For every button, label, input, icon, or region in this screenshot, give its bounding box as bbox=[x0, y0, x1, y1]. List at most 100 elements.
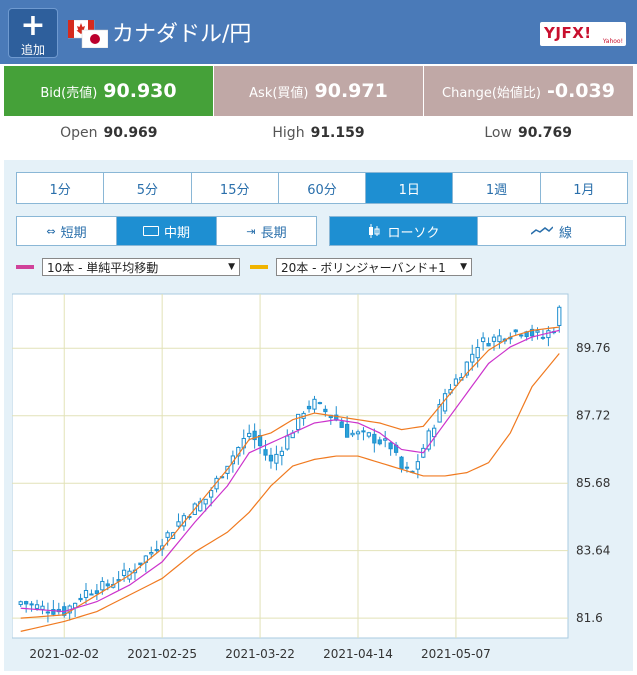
candle-up bbox=[557, 306, 562, 326]
candle-up bbox=[546, 330, 551, 339]
high-label: High bbox=[272, 125, 305, 141]
term-short-label: 短期 bbox=[60, 225, 87, 241]
expand-long-icon: ⇥ bbox=[246, 224, 256, 238]
candle-up bbox=[29, 603, 34, 606]
low-stat: Low 90.769 bbox=[423, 116, 633, 150]
candle-down bbox=[486, 343, 491, 347]
indicator-2-select[interactable]: 20本 - ボリンジャーバンド+1 ▼ bbox=[276, 258, 472, 276]
ask-label: Ask(買値) bbox=[249, 85, 309, 101]
candle-down bbox=[306, 405, 312, 410]
expand-short-icon: ⇔ bbox=[46, 224, 56, 238]
candle-up bbox=[100, 580, 105, 591]
tab-1day[interactable]: 1日 bbox=[366, 173, 454, 203]
candle-down bbox=[89, 593, 94, 596]
candle-up bbox=[176, 521, 181, 527]
bid-value: 90.930 bbox=[103, 80, 177, 102]
tab-1min[interactable]: 1分 bbox=[17, 173, 105, 203]
header-bar: + 追加 カナダドル/円 YJFX! Yahoo! bbox=[0, 0, 637, 64]
tab-15min[interactable]: 15分 bbox=[192, 173, 279, 203]
candle-up bbox=[247, 432, 252, 438]
y-tick-label: 89.76 bbox=[576, 341, 610, 355]
ask-value: 90.971 bbox=[314, 80, 388, 102]
plot-area bbox=[12, 293, 569, 639]
timeframe-tabs: 1分 5分 15分 60分 1日 1週 1月 bbox=[16, 172, 628, 204]
high-stat: High 91.159 bbox=[214, 116, 424, 150]
chevron-down-icon: ▼ bbox=[460, 262, 467, 272]
candle-up bbox=[480, 337, 486, 343]
low-label: Low bbox=[484, 125, 512, 141]
bid-label: Bid(売値) bbox=[40, 85, 98, 101]
add-button[interactable]: + 追加 bbox=[8, 8, 58, 58]
candle-up bbox=[18, 601, 23, 606]
indicator-1-select[interactable]: 10本 - 単純平均移動 ▼ bbox=[42, 258, 240, 276]
tab-5min[interactable]: 5分 bbox=[104, 173, 192, 203]
candle-up bbox=[470, 353, 475, 363]
candle-up bbox=[432, 427, 437, 438]
cad-jpy-flags-icon bbox=[68, 20, 108, 48]
candle-down bbox=[388, 442, 393, 450]
candle-up bbox=[366, 432, 372, 437]
term-long-button[interactable]: ⇥ 長期 bbox=[217, 217, 316, 245]
high-value: 91.159 bbox=[310, 125, 365, 141]
chart-type-tabs: ローソク 線 bbox=[329, 216, 626, 246]
candle-up bbox=[497, 335, 502, 343]
x-tick-label: 2021-02-25 bbox=[127, 647, 197, 661]
open-label: Open bbox=[60, 125, 98, 141]
candle-down bbox=[252, 430, 257, 441]
candle-up bbox=[491, 336, 497, 342]
candle-up bbox=[475, 346, 480, 359]
candle-down bbox=[257, 434, 263, 447]
term-mid-label: 中期 bbox=[163, 225, 190, 241]
x-tick-label: 2021-02-02 bbox=[29, 647, 99, 661]
tab-60min[interactable]: 60分 bbox=[279, 173, 367, 203]
candle-up bbox=[203, 498, 208, 505]
candle-down bbox=[51, 609, 56, 615]
candle-up bbox=[208, 490, 214, 498]
candle-up bbox=[312, 398, 317, 410]
tab-1month[interactable]: 1月 bbox=[573, 182, 595, 198]
candlestick-icon bbox=[369, 224, 380, 238]
candlestick-chart[interactable]: 81.6 83.64 85.68 87.72 89.76 2021-02-02 2021-0… bbox=[12, 290, 628, 668]
plus-icon: + bbox=[20, 8, 46, 43]
window-icon bbox=[142, 226, 159, 236]
open-stat: Open 90.969 bbox=[4, 116, 214, 150]
candle-up bbox=[535, 330, 540, 333]
candle-up bbox=[279, 450, 284, 457]
candle-down bbox=[268, 454, 274, 462]
indicator-2-label: 20本 - ボリンジャーバンド+1 bbox=[281, 260, 446, 275]
y-tick-label: 83.64 bbox=[576, 544, 610, 558]
term-long-label: 長期 bbox=[260, 225, 287, 241]
logo-text: YJFX! bbox=[544, 24, 592, 42]
tab-1week[interactable]: 1週 bbox=[453, 173, 541, 203]
candle-down bbox=[377, 439, 382, 445]
add-button-label: 追加 bbox=[20, 43, 45, 57]
candle-down bbox=[154, 549, 159, 552]
line-button[interactable]: 線 bbox=[478, 217, 625, 245]
term-short-button[interactable]: ⇔ 短期 bbox=[17, 217, 117, 245]
candle-up bbox=[426, 430, 431, 450]
yjfx-logo: YJFX! Yahoo! bbox=[540, 22, 626, 46]
line-chart-icon bbox=[530, 226, 553, 235]
quote-row: Bid(売値) 90.930 Ask(買値) 90.971 Change(始値比… bbox=[4, 66, 633, 116]
candle-up bbox=[83, 590, 89, 598]
moving-average-line bbox=[20, 329, 560, 613]
term-mid-button[interactable]: 中期 bbox=[117, 217, 217, 245]
y-tick-label: 85.68 bbox=[576, 476, 610, 490]
pair-title: カナダドル/円 bbox=[112, 22, 252, 47]
candle-up bbox=[165, 532, 170, 538]
chevron-down-icon: ▼ bbox=[228, 262, 235, 272]
open-value: 90.969 bbox=[103, 125, 158, 141]
candle-up bbox=[121, 569, 127, 576]
chart-panel: 1分 5分 15分 60分 1日 1週 1月 ⇔ 短期 中期 ⇥ 長期 bbox=[4, 160, 633, 671]
indicator-2: 20本 - ボリンジャーバンド+1 ▼ bbox=[250, 258, 472, 276]
candle-up bbox=[274, 453, 279, 464]
candle-button[interactable]: ローソク bbox=[330, 217, 478, 245]
candle-down bbox=[24, 601, 29, 605]
candle-down bbox=[372, 433, 377, 444]
candle-down bbox=[529, 328, 535, 337]
x-tick-label: 2021-03-22 bbox=[225, 647, 295, 661]
candle-up bbox=[442, 393, 448, 412]
candle-up bbox=[40, 605, 45, 610]
ohl-row: Open 90.969 High 91.159 Low 90.769 bbox=[4, 116, 633, 150]
term-tabs: ⇔ 短期 中期 ⇥ 長期 bbox=[16, 216, 317, 246]
